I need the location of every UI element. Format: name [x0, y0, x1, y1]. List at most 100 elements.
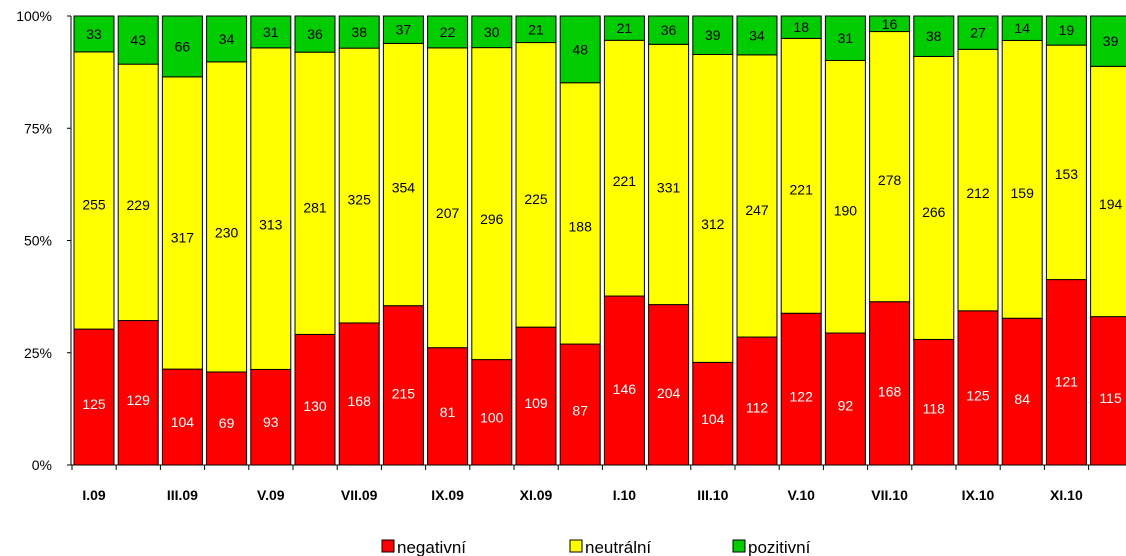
x-tick-label: XI.09 [520, 487, 553, 503]
data-label: 255 [82, 196, 106, 212]
data-label: 104 [171, 414, 195, 430]
data-label: 69 [219, 415, 235, 431]
bar-segment-neutrální [516, 43, 556, 328]
data-label: 118 [923, 401, 946, 417]
data-label: 38 [351, 24, 367, 40]
y-tick-label: 100% [16, 8, 52, 24]
bar-segment-neutrální [1002, 40, 1042, 318]
data-label: 278 [878, 172, 902, 188]
data-label: 37 [396, 22, 412, 38]
data-label: 125 [82, 396, 106, 412]
bar-segment-neutrální [472, 48, 512, 360]
bar-segment-neutrální [1046, 45, 1086, 279]
bar-segment-negativní [1046, 280, 1086, 465]
bar-segment-neutrální [162, 77, 202, 369]
legend-label: negativní [397, 538, 466, 556]
data-label: 21 [528, 21, 544, 37]
data-label: 194 [1099, 196, 1123, 212]
data-label: 93 [263, 414, 279, 430]
data-label: 153 [1055, 166, 1079, 182]
legend-swatch-neutrální [570, 540, 582, 552]
data-label: 354 [392, 180, 416, 196]
data-label: 92 [838, 398, 854, 414]
data-label: 230 [215, 224, 239, 240]
data-label: 27 [970, 25, 986, 41]
data-label: 212 [966, 185, 990, 201]
x-tick-label: IX.09 [431, 487, 464, 503]
data-label: 19 [1059, 22, 1075, 38]
bar-segment-neutrální [74, 52, 114, 329]
x-tick-label: I.09 [82, 487, 106, 503]
data-label: 34 [749, 27, 765, 43]
bar-segment-neutrální [560, 83, 600, 344]
y-tick-label: 75% [24, 120, 52, 136]
data-label: 122 [790, 389, 814, 405]
data-label: 129 [127, 392, 151, 408]
data-label: 207 [436, 205, 460, 221]
data-label: 225 [524, 191, 548, 207]
data-label: 229 [127, 197, 151, 213]
data-label: 18 [793, 19, 809, 35]
x-tick-label: V.09 [257, 487, 285, 503]
data-label: 31 [263, 24, 279, 40]
bar-segment-neutrální [251, 48, 291, 370]
data-label: 100 [480, 410, 504, 426]
data-label: 84 [1014, 391, 1030, 407]
bar-segment-neutrální [1091, 66, 1126, 316]
x-tick-label: XI.10 [1050, 487, 1083, 503]
bar-segment-neutrální [914, 56, 954, 339]
bar-segment-neutrální [737, 55, 777, 337]
y-tick-label: 0% [32, 457, 52, 473]
bar-segment-neutrální [958, 49, 998, 311]
data-label: 81 [440, 404, 456, 420]
data-label: 115 [1099, 390, 1122, 406]
data-label: 104 [701, 411, 725, 427]
data-label: 190 [834, 202, 858, 218]
bar-segment-neutrální [870, 32, 910, 302]
data-label: 112 [746, 399, 769, 415]
x-tick-label: III.09 [167, 487, 198, 503]
data-label: 109 [524, 395, 548, 411]
bar-segment-neutrální [781, 38, 821, 313]
bar-segment-neutrální [693, 54, 733, 362]
data-label: 33 [86, 26, 102, 42]
data-label: 215 [392, 385, 416, 401]
x-tick-label: VII.09 [341, 487, 378, 503]
data-label: 221 [613, 173, 637, 189]
data-label: 281 [303, 199, 327, 215]
bar-segment-neutrální [825, 60, 865, 333]
bar-segment-neutrální [118, 64, 158, 320]
data-label: 22 [440, 24, 456, 40]
data-label: 312 [701, 216, 725, 232]
x-tick-label: IX.10 [962, 487, 995, 503]
data-label: 36 [307, 26, 323, 42]
data-label: 188 [569, 218, 593, 234]
data-label: 43 [130, 32, 146, 48]
bar-segment-neutrální [295, 52, 335, 334]
data-label: 36 [661, 22, 677, 38]
data-label: 146 [613, 381, 637, 397]
data-label: 125 [966, 388, 990, 404]
data-label: 34 [219, 31, 235, 47]
data-label: 159 [1011, 185, 1035, 201]
data-label: 221 [790, 182, 814, 198]
data-label: 121 [1055, 374, 1079, 390]
data-label: 296 [480, 211, 504, 227]
x-tick-label: VII.10 [871, 487, 908, 503]
data-label: 21 [617, 20, 633, 36]
y-tick-label: 25% [24, 345, 52, 361]
bar-segment-neutrální [604, 40, 644, 296]
x-tick-label: I.10 [613, 487, 637, 503]
y-tick-label: 50% [24, 233, 52, 249]
legend-label: pozitivní [748, 538, 811, 556]
bar-segment-neutrální [428, 48, 468, 348]
data-label: 31 [838, 30, 854, 46]
legend-swatch-negativní [382, 540, 394, 552]
data-label: 39 [705, 27, 721, 43]
data-label: 30 [484, 24, 500, 40]
data-label: 87 [572, 403, 588, 419]
bar-segment-neutrální [649, 44, 689, 304]
data-label: 247 [745, 202, 769, 218]
